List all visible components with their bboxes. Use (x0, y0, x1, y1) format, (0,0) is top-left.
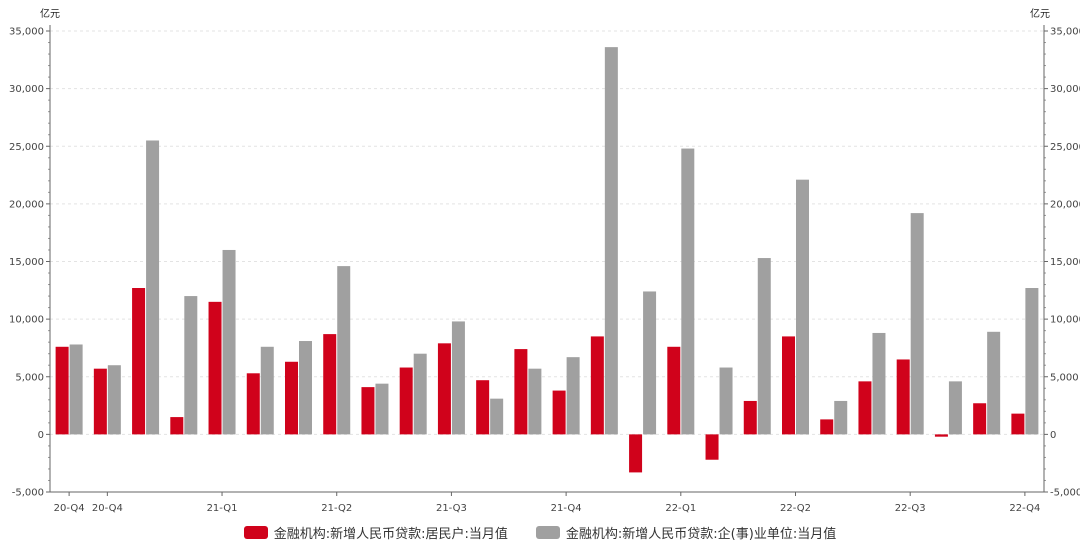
y-tick-label-left: 10,000 (9, 315, 44, 326)
bar-enterprise (413, 353, 427, 435)
x-tick-label: 20-Q4 (54, 503, 85, 514)
bar-household (514, 349, 528, 435)
bar-enterprise (604, 47, 618, 435)
bar-household (858, 381, 872, 435)
bar-household (323, 334, 337, 435)
bar-household (896, 359, 910, 435)
bar-household (629, 434, 643, 473)
bar-enterprise (987, 331, 1001, 435)
bar-household (1011, 413, 1025, 435)
x-tick-label: 22-Q3 (895, 503, 926, 514)
x-tick-label: 20-Q4 (92, 503, 123, 514)
bar-household (170, 417, 184, 435)
bar-enterprise (910, 213, 924, 435)
bar-household (820, 419, 834, 435)
gridlines (50, 30, 1044, 493)
bar-enterprise (490, 398, 504, 435)
bar-enterprise (757, 258, 771, 435)
y-tick-label-right: 15,000 (1050, 257, 1080, 268)
tick-labels: -5,000 -5,000 0 0 5,000 5,000 10,000 10,000 15,0… (9, 27, 1080, 515)
bar-enterprise (643, 291, 657, 435)
bar-enterprise (146, 140, 160, 435)
bar-household (705, 434, 719, 460)
bar-household (285, 361, 298, 435)
axes (46, 25, 1048, 496)
bar-enterprise (681, 148, 695, 435)
bar-household (132, 288, 146, 435)
bar-enterprise (260, 346, 274, 435)
y-tick-label-right: 0 (1050, 430, 1056, 441)
bar-enterprise (337, 266, 351, 435)
y-tick-label-left: 35,000 (9, 27, 44, 38)
bar-household (93, 368, 107, 435)
legend: 金融机构:新增人民币贷款:居民户:当月值 金融机构:新增人民币贷款:企(事)业单… (0, 521, 1080, 543)
bar-enterprise (528, 368, 542, 435)
y-tick-label-left: 5,000 (15, 372, 44, 383)
bar-household (246, 373, 260, 435)
bar-enterprise (872, 332, 886, 435)
legend-item-enterprise[interactable]: 金融机构:新增人民币贷款:企(事)业单位:当月值 (535, 523, 837, 542)
bar-household (476, 380, 490, 435)
y-tick-label-left: 30,000 (9, 84, 44, 95)
bar-enterprise (1025, 288, 1039, 435)
y-tick-label-right: 30,000 (1050, 84, 1080, 95)
bar-household (552, 390, 566, 435)
bar-household (590, 336, 604, 435)
left-axis-unit: 亿元 (40, 7, 60, 20)
y-tick-label-left: 15,000 (9, 257, 44, 268)
y-tick-label-right: -5,000 (1050, 488, 1080, 499)
bar-enterprise (222, 249, 236, 435)
bar-household (208, 301, 222, 435)
y-tick-label-left: 20,000 (9, 199, 44, 210)
x-tick-label: 22-Q2 (780, 503, 811, 514)
bar-household (782, 336, 795, 435)
bar-enterprise (69, 344, 83, 435)
y-tick-label-right: 25,000 (1050, 142, 1080, 153)
bars (55, 47, 1039, 473)
x-tick-label: 21-Q2 (321, 503, 352, 514)
legend-item-household[interactable]: 金融机构:新增人民币贷款:居民户:当月值 (243, 523, 508, 542)
bar-enterprise (719, 367, 733, 435)
bar-household (743, 400, 757, 435)
y-tick-label-right: 20,000 (1050, 199, 1080, 210)
bar-enterprise (375, 383, 389, 435)
x-tick-label: 21-Q4 (551, 503, 582, 514)
x-tick-label: 21-Q1 (207, 503, 238, 514)
x-tick-label: 22-Q1 (665, 503, 696, 514)
legend-swatch-household (243, 525, 268, 539)
y-tick-label-right: 5,000 (1050, 372, 1079, 383)
bar-enterprise (451, 321, 465, 435)
bar-household (934, 434, 948, 437)
y-tick-label-left: 0 (38, 430, 44, 441)
bar-chart: 亿元 亿元 -5,000 -5,000 0 0 5,000 5,000 10,000 10,0… (9, 7, 1080, 515)
y-tick-label-right: 35,000 (1050, 27, 1080, 38)
bar-enterprise (184, 296, 198, 435)
bar-household (399, 367, 413, 435)
legend-swatch-enterprise (535, 525, 560, 539)
bar-household (973, 403, 987, 435)
right-axis-unit: 亿元 (1030, 7, 1050, 20)
y-tick-label-left: -5,000 (12, 488, 44, 499)
bar-household (55, 346, 69, 435)
y-tick-label-right: 10,000 (1050, 315, 1080, 326)
bar-enterprise (107, 365, 121, 435)
x-tick-label: 21-Q3 (436, 503, 467, 514)
bar-household (667, 346, 681, 435)
bar-enterprise (834, 400, 848, 435)
bar-enterprise (566, 357, 580, 435)
legend-label-household: 金融机构:新增人民币贷款:居民户:当月值 (273, 526, 508, 542)
bar-enterprise (796, 179, 809, 435)
bar-enterprise (948, 381, 962, 435)
legend-label-enterprise: 金融机构:新增人民币贷款:企(事)业单位:当月值 (565, 526, 837, 542)
bar-enterprise (299, 341, 312, 435)
bar-household (361, 387, 375, 435)
y-tick-label-left: 25,000 (9, 142, 44, 153)
bar-household (437, 343, 451, 435)
x-tick-label: 22-Q4 (1009, 503, 1040, 514)
